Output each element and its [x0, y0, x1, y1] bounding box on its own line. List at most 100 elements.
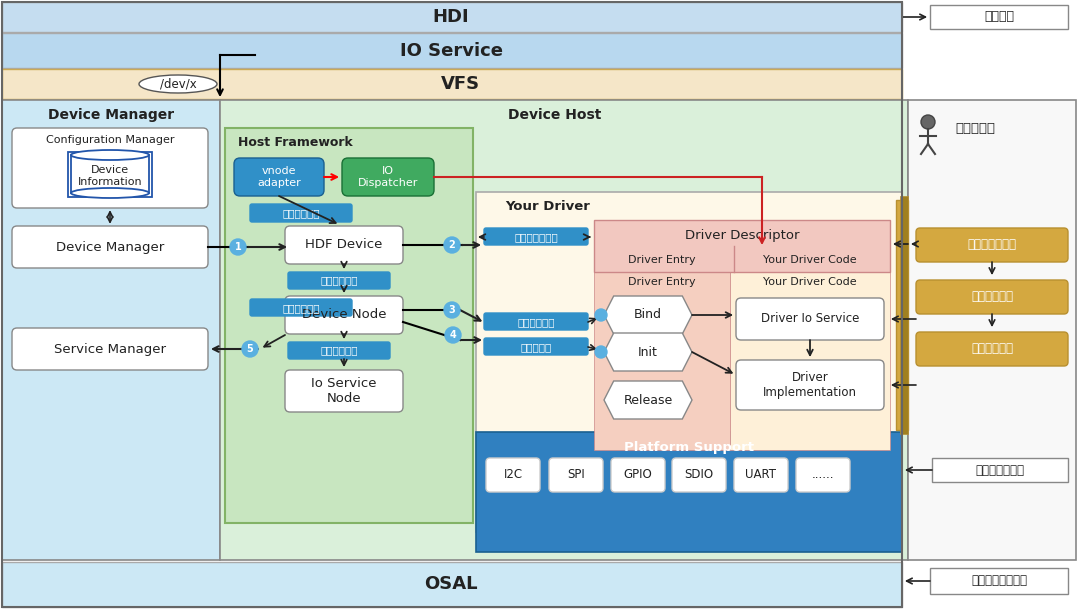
- Bar: [476, 432, 902, 552]
- FancyBboxPatch shape: [484, 313, 588, 330]
- Text: /dev/x: /dev/x: [160, 77, 197, 91]
- Polygon shape: [604, 381, 692, 419]
- FancyBboxPatch shape: [285, 226, 403, 264]
- Text: Your Driver Code: Your Driver Code: [764, 255, 856, 265]
- Text: 可运行在多个平台: 可运行在多个平台: [971, 574, 1027, 588]
- FancyBboxPatch shape: [611, 458, 665, 492]
- Text: Device Manager: Device Manager: [56, 241, 164, 253]
- FancyBboxPatch shape: [288, 342, 390, 359]
- FancyBboxPatch shape: [916, 280, 1068, 314]
- Text: Driver Entry: Driver Entry: [629, 277, 696, 287]
- Text: Configuration Manager: Configuration Manager: [45, 135, 174, 145]
- Text: Your Driver: Your Driver: [505, 200, 591, 214]
- Circle shape: [230, 239, 246, 255]
- FancyBboxPatch shape: [285, 296, 403, 334]
- Bar: [2, 69, 902, 99]
- Text: IO
Dispatcher: IO Dispatcher: [357, 166, 418, 188]
- Bar: [2, 2, 902, 607]
- Circle shape: [242, 341, 258, 357]
- Text: 2: 2: [448, 240, 456, 250]
- Text: 初始化驱动: 初始化驱动: [521, 342, 552, 352]
- Text: HDF Device: HDF Device: [306, 239, 382, 252]
- Text: 定义驱动描述符: 定义驱动描述符: [968, 239, 1016, 252]
- FancyBboxPatch shape: [12, 226, 208, 268]
- Bar: [2, 2, 902, 32]
- FancyBboxPatch shape: [249, 204, 352, 222]
- Bar: [476, 192, 902, 532]
- Text: SPI: SPI: [567, 468, 585, 482]
- Text: 平台接口组件库: 平台接口组件库: [975, 463, 1025, 476]
- Text: Init: Init: [638, 345, 658, 359]
- Bar: [900, 196, 908, 434]
- Text: Host Framework: Host Framework: [238, 136, 352, 149]
- Text: 发布设备服务: 发布设备服务: [282, 303, 320, 313]
- Bar: [220, 100, 908, 560]
- Bar: [2, 100, 220, 560]
- Text: 绑定服务对象: 绑定服务对象: [517, 317, 555, 327]
- Bar: [225, 128, 473, 523]
- Circle shape: [444, 302, 460, 318]
- Text: 实现设备服务: 实现设备服务: [971, 290, 1013, 303]
- Text: Driver
Implementation: Driver Implementation: [762, 371, 858, 399]
- FancyBboxPatch shape: [672, 458, 726, 492]
- Ellipse shape: [71, 150, 149, 160]
- Text: Information: Information: [78, 177, 143, 187]
- Text: vnode
adapter: vnode adapter: [257, 166, 301, 188]
- Text: Device Node: Device Node: [301, 309, 387, 322]
- FancyBboxPatch shape: [549, 458, 603, 492]
- Bar: [594, 220, 890, 272]
- FancyBboxPatch shape: [734, 458, 788, 492]
- Bar: [930, 5, 1068, 29]
- Bar: [930, 568, 1068, 594]
- Polygon shape: [604, 333, 692, 371]
- Bar: [2, 562, 902, 607]
- FancyBboxPatch shape: [735, 360, 885, 410]
- FancyBboxPatch shape: [249, 299, 352, 316]
- Text: Device: Device: [91, 165, 130, 175]
- Text: VFS: VFS: [441, 75, 480, 93]
- FancyBboxPatch shape: [12, 328, 208, 370]
- Bar: [730, 272, 890, 450]
- Text: 1: 1: [234, 242, 241, 252]
- Text: I2C: I2C: [503, 468, 523, 482]
- Bar: [896, 200, 908, 430]
- Text: 关联设备驱动: 关联设备驱动: [321, 275, 357, 285]
- Circle shape: [595, 346, 607, 358]
- Circle shape: [444, 237, 460, 253]
- Text: Io Service
Node: Io Service Node: [311, 377, 377, 405]
- Text: 查找驱动描述符: 查找驱动描述符: [514, 232, 558, 242]
- Text: Driver Descriptor: Driver Descriptor: [685, 230, 799, 242]
- Text: Driver Entry: Driver Entry: [629, 255, 696, 265]
- FancyBboxPatch shape: [916, 332, 1068, 366]
- FancyBboxPatch shape: [342, 158, 434, 196]
- Text: Platform Support: Platform Support: [624, 442, 754, 454]
- FancyBboxPatch shape: [68, 152, 152, 197]
- Text: SDIO: SDIO: [685, 468, 714, 482]
- Text: Bind: Bind: [634, 309, 662, 322]
- FancyBboxPatch shape: [735, 298, 885, 340]
- FancyBboxPatch shape: [12, 128, 208, 208]
- Bar: [594, 272, 730, 450]
- Bar: [908, 100, 1076, 560]
- Text: 关联设备服务: 关联设备服务: [321, 345, 357, 355]
- Ellipse shape: [139, 75, 217, 93]
- Ellipse shape: [71, 188, 149, 198]
- FancyBboxPatch shape: [288, 272, 390, 289]
- Text: 5: 5: [246, 344, 254, 354]
- Text: 4: 4: [449, 330, 457, 340]
- Circle shape: [921, 115, 935, 129]
- FancyBboxPatch shape: [916, 228, 1068, 262]
- Bar: [932, 458, 1068, 482]
- Text: Driver Io Service: Driver Io Service: [760, 312, 860, 325]
- Text: 创建设备对象: 创建设备对象: [282, 208, 320, 218]
- Text: GPIO: GPIO: [623, 468, 652, 482]
- Text: 驱动接口: 驱动接口: [984, 10, 1014, 24]
- Text: ......: ......: [812, 468, 834, 482]
- Text: Device Host: Device Host: [509, 108, 602, 122]
- FancyBboxPatch shape: [486, 458, 540, 492]
- Circle shape: [595, 309, 607, 321]
- Text: 3: 3: [448, 305, 456, 315]
- Circle shape: [445, 327, 461, 343]
- Text: Device Manager: Device Manager: [48, 108, 174, 122]
- Text: Service Manager: Service Manager: [54, 342, 166, 356]
